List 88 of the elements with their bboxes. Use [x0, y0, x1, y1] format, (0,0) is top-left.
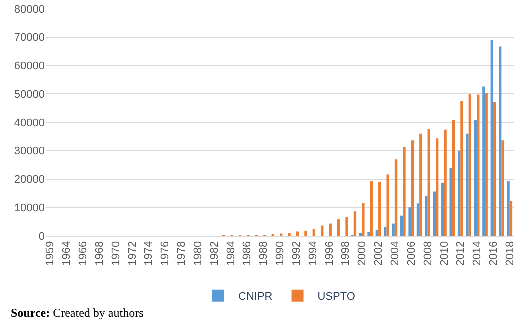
x-tick-label: 2016 [488, 241, 500, 266]
x-tick-label: 1994 [307, 241, 320, 266]
bar [458, 150, 461, 236]
bar [392, 224, 395, 236]
bar [466, 134, 469, 236]
x-tick-label: 2014 [472, 241, 484, 266]
bar [436, 138, 439, 236]
bar [376, 230, 379, 236]
source-note: Source: Created by authors [11, 306, 144, 320]
bar [403, 147, 406, 236]
x-tick-label: 1980 [192, 241, 204, 266]
bar [502, 140, 504, 236]
x-tick-label: 1982 [208, 241, 221, 266]
bar [304, 231, 308, 236]
bar [408, 208, 412, 236]
x-tick-label: 1970 [110, 241, 122, 266]
x-tick-label: 2012 [455, 241, 468, 266]
bar [444, 130, 447, 236]
y-tick-label: 30000 [14, 146, 45, 158]
bar [346, 217, 348, 236]
x-tick-label: 1988 [258, 241, 270, 266]
bar [411, 140, 414, 236]
bar [420, 134, 422, 236]
bar [368, 232, 370, 236]
bar [416, 204, 420, 236]
bar [337, 220, 340, 236]
bar [474, 120, 478, 236]
y-tick-label: 60000 [14, 60, 45, 73]
bar [477, 94, 480, 236]
legend-label: USPTO [318, 291, 356, 304]
bar [490, 40, 494, 236]
bar [378, 182, 382, 236]
bar [499, 46, 502, 236]
bar [296, 232, 300, 236]
y-tick-label: 40000 [14, 117, 45, 130]
bar [450, 168, 452, 236]
bar [507, 182, 510, 236]
legend-label: CNIPR [238, 291, 273, 304]
bar [384, 227, 387, 236]
bar [425, 196, 428, 236]
y-tick-label: 70000 [14, 32, 45, 44]
bar [510, 201, 513, 236]
x-tick-label: 1968 [94, 241, 106, 266]
bar [433, 192, 436, 236]
x-tick-label: 2018 [504, 241, 516, 266]
bar [354, 212, 357, 236]
bar [485, 94, 488, 236]
x-tick-label: 1990 [274, 241, 287, 266]
y-tick-label: 0 [38, 230, 45, 243]
x-tick-label: 1972 [126, 241, 139, 266]
bar [321, 226, 324, 236]
x-tick-label: 1978 [176, 241, 188, 266]
x-tick-label: 1996 [324, 241, 336, 266]
y-tick-label: 80000 [14, 4, 45, 16]
x-tick-label: 1976 [160, 241, 172, 266]
bar [400, 216, 404, 236]
x-tick-label: 1974 [143, 241, 156, 266]
y-tick-label: 20000 [14, 174, 45, 186]
y-tick-label: 50000 [14, 88, 45, 101]
x-tick-label: 2010 [438, 241, 451, 266]
bar [329, 224, 332, 236]
bar [468, 94, 472, 236]
x-tick-label: 1964 [61, 241, 74, 266]
x-tick-label: 2002 [373, 241, 386, 266]
bar [288, 233, 291, 236]
bar [312, 229, 316, 236]
x-tick-label: 1959 [44, 241, 57, 266]
bar [460, 100, 464, 236]
x-tick-label: 1966 [78, 241, 90, 266]
bar [493, 102, 496, 236]
bar [442, 182, 444, 236]
x-tick-label: 1986 [242, 241, 254, 266]
bar [452, 120, 456, 236]
bar [428, 129, 430, 236]
x-tick-label: 2004 [390, 241, 402, 266]
x-tick-label: 1992 [290, 241, 303, 266]
y-tick-label: 10000 [14, 202, 45, 214]
bar [370, 182, 373, 236]
bar [394, 160, 398, 236]
x-tick-label: 2006 [406, 241, 418, 266]
x-tick-label: 1984 [225, 241, 238, 266]
x-tick-label: 1998 [340, 241, 352, 266]
bar [362, 203, 365, 236]
bar [359, 233, 362, 236]
x-tick-label: 2000 [356, 241, 369, 266]
x-tick-label: 2008 [422, 241, 434, 266]
bar [386, 174, 390, 236]
bar [482, 86, 486, 236]
